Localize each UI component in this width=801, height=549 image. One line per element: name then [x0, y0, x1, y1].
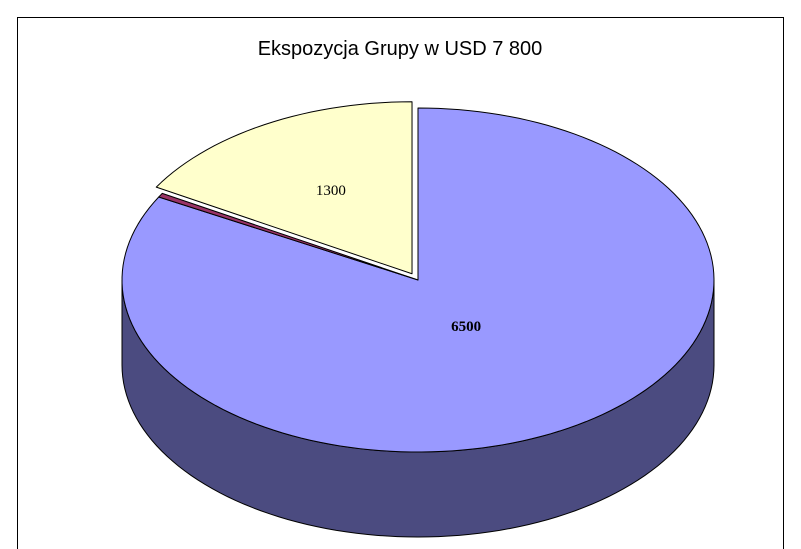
data-label: 6500: [451, 319, 481, 335]
data-label: 1300: [316, 183, 346, 199]
chart-title: Ekspozycja Grupy w USD 7 800: [258, 38, 543, 60]
slice: [155, 101, 413, 275]
slice: [158, 192, 419, 281]
chart-frame: [17, 17, 784, 549]
pie: [121, 101, 715, 538]
